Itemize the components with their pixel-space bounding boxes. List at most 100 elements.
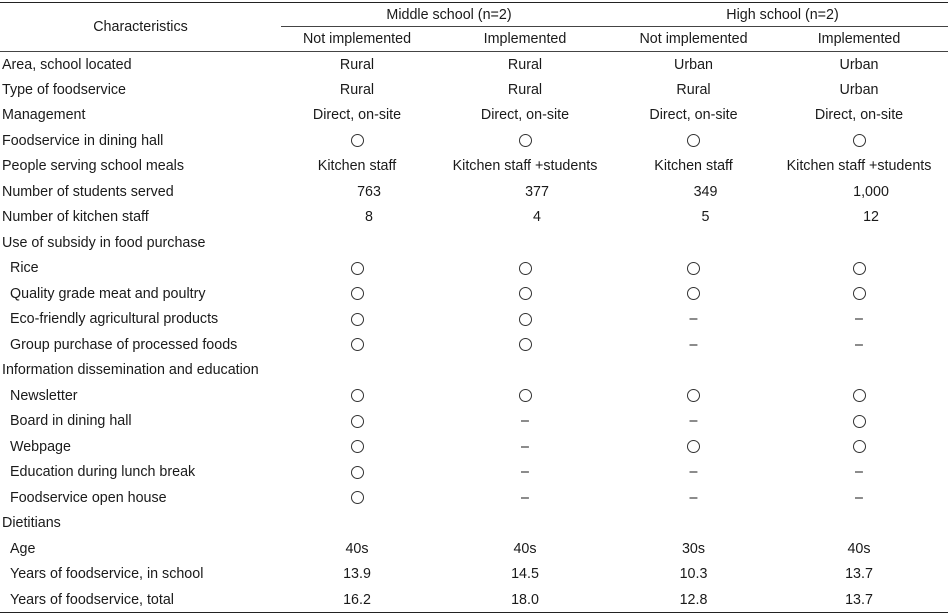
value-cell: Kitchen staff +students [452,158,598,175]
value-cell: 10.3 [679,566,708,583]
value-cell [770,358,948,384]
row-label: Age [10,540,36,557]
circle-icon [350,491,364,505]
check-circle-cell [281,434,433,460]
check-circle-cell [281,281,433,307]
value-cell: 16.2 [281,587,433,613]
table-row: Use of subsidy in food purchase [0,230,948,256]
row-label: People serving school meals [2,158,184,175]
value-cell: 5 [701,209,710,226]
circle-icon [350,261,364,275]
circle-icon [518,389,532,403]
value-cell: Rural [339,81,375,98]
circle-icon [518,134,532,148]
value-cell: – [855,489,863,506]
row-label: Newsletter [10,387,78,404]
table-row: Foodservice in dining hall [0,128,948,154]
value-cell [433,230,617,256]
header-middle-implemented: Implemented [433,26,618,52]
value-cell: – [689,464,698,481]
value-cell: 8 [365,209,373,226]
circle-icon [350,389,364,403]
row-label: Quality grade meat and poultry [10,285,206,302]
check-circle-cell [617,383,770,409]
value-cell: 13.7 [770,587,948,613]
circle-icon [518,312,532,326]
value-cell: 40s [345,540,369,557]
table-row: Type of foodservice Rural Rural Rural Urban [0,77,948,103]
check-circle-cell [433,332,617,358]
row-label: Eco-friendly agricultural products [10,311,219,328]
table-row: Board in dining hall – – [0,409,948,435]
header-high-not-implemented: Not implemented [617,26,771,52]
row-label: Dietitians [2,515,61,532]
row-label: Type of foodservice [2,81,126,98]
circle-icon [350,414,364,428]
value-cell: 40s [847,540,871,557]
check-circle-cell [433,383,617,409]
value-cell: Direct, on-site [649,107,738,124]
circle-icon [518,287,532,301]
header-middle-not-implemented: Not implemented [281,26,433,52]
check-circle-cell [770,281,948,307]
value-cell [433,511,617,537]
circle-icon [852,261,866,275]
table-row: Number of students served 763 377 349 1,000 [0,179,948,205]
check-circle-cell [281,128,433,154]
value-cell: 40s [513,540,537,557]
value-cell: – [855,311,863,328]
table-row: Eco-friendly agricultural products – – [0,307,948,333]
value-cell: – [689,311,698,328]
value-cell: 13.9 [343,566,371,583]
check-circle-cell [281,409,433,435]
value-cell: 763 [357,183,381,200]
value-cell: Urban [839,81,879,98]
value-cell [281,230,433,256]
value-cell: Direct, on-site [312,107,402,124]
value-cell: Kitchen staff +students [786,158,932,175]
value-cell: 377 [525,183,549,200]
table-row: Management Direct, on-site Direct, on-site… [0,103,948,129]
circle-icon [687,134,701,148]
value-cell: Direct, on-site [480,107,570,124]
table-header: Characteristics Middle school (n=2) High… [0,2,948,52]
check-circle-cell [770,434,948,460]
table-row: Years of foodservice, total 16.2 18.0 12.8 1… [0,587,948,613]
value-cell: – [855,464,863,481]
header-high-implemented: Implemented [770,26,948,52]
value-cell: 12 [863,209,879,226]
value-cell: Rural [676,81,711,98]
value-cell: 14.5 [511,566,539,583]
table-row: Age 40s 40s 30s 40s [0,536,948,562]
value-cell: Urban [674,56,713,73]
row-label: Number of students served [2,183,174,200]
value-cell: – [855,336,863,353]
header-high-school: High school (n=2) [617,2,948,27]
table-row: Years of foodservice, in school 13.9 14.5 1… [0,562,948,588]
value-cell: 30s [681,540,706,557]
value-cell [617,358,770,384]
value-cell [770,511,948,537]
value-cell: 18.0 [433,587,618,613]
circle-icon [518,261,532,275]
row-label: Rice [10,260,39,277]
row-label: Use of subsidy in food purchase [2,234,206,251]
value-cell: – [521,464,529,481]
check-circle-cell [433,128,617,154]
table-row: Foodservice open house – – – [0,485,948,511]
value-cell [433,358,617,384]
check-circle-cell [281,307,433,333]
check-circle-cell [770,256,948,282]
value-cell: – [521,489,529,506]
circle-icon [687,440,701,454]
table-row: Rice [0,256,948,282]
table-row: Group purchase of processed foods – – [0,332,948,358]
row-label: Group purchase of processed foods [10,336,238,353]
row-label: Foodservice in dining hall [2,132,164,149]
table-row: Newsletter [0,383,948,409]
check-circle-cell [617,256,770,282]
circle-icon [852,414,866,428]
value-cell: 4 [533,209,541,226]
value-cell: Urban [839,56,879,73]
row-label: Management [2,107,86,124]
